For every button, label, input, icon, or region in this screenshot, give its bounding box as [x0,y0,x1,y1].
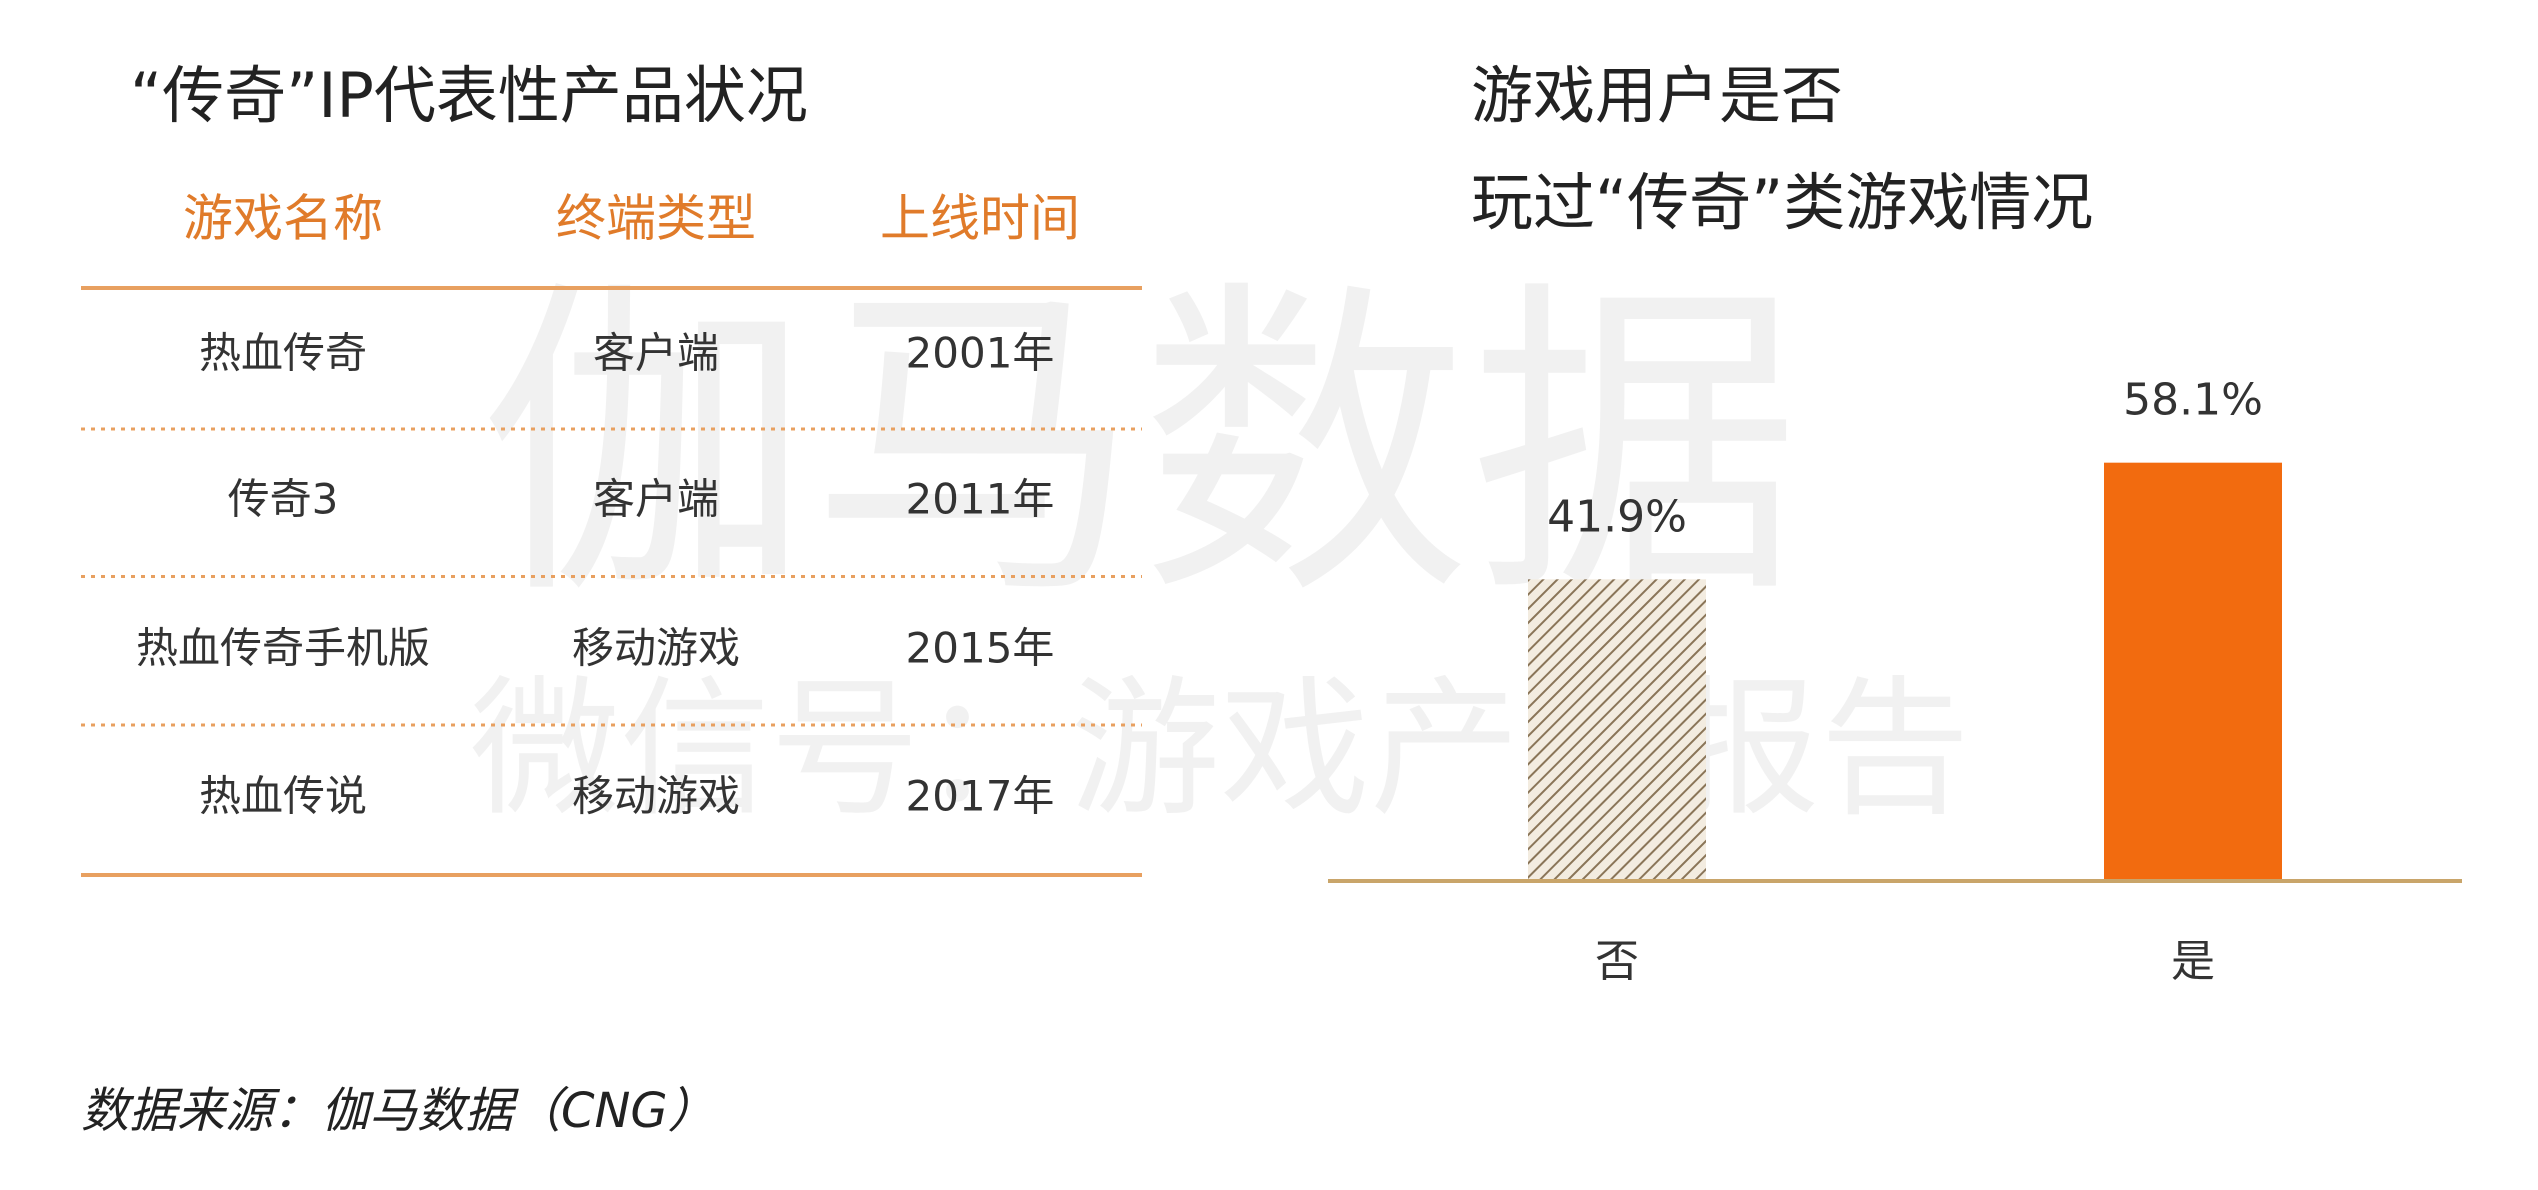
bar [1528,579,1706,881]
table-cell: 客户端 [593,329,719,378]
table-cell: 移动游戏 [572,624,740,673]
table-cell: 热血传奇 [199,329,367,378]
watermark-layer: 伽马数据 微信号：游戏产业报告 [470,254,1970,837]
table-header: 游戏名称 [183,190,383,248]
table-cell: 热血传奇手机版 [136,624,430,673]
value-label: 41.9% [1547,491,1687,542]
table-cell: 传奇3 [228,475,339,524]
watermark: 伽马数据 [480,254,1800,638]
x-tick-label: 否 [1595,936,1639,987]
table-cell: 2015年 [906,624,1055,673]
table-cell: 热血传说 [199,772,367,821]
source-note: 数据来源：伽马数据（CNG） [81,1083,716,1139]
table-cell: 客户端 [593,475,719,524]
table-header: 终端类型 [556,190,756,248]
value-label: 58.1% [2123,375,2263,426]
chart: 41.9% 否 58.1% 是 [1328,375,2462,987]
table-cell: 2017年 [906,772,1055,821]
table-cell: 2011年 [906,475,1055,524]
chart-title: 游戏用户是否 [1471,59,1843,132]
table-cell: 2001年 [906,329,1055,378]
table-title: “传奇”IP代表性产品状况 [130,59,808,132]
table-header: 上线时间 [880,190,1080,248]
watermark: 微信号：游戏产业报告 [470,663,1970,837]
table-cell: 移动游戏 [572,772,740,821]
chart-title: 玩过“传奇”类游戏情况 [1471,166,2093,239]
x-tick-label: 是 [2171,936,2215,987]
bar [2104,462,2282,881]
